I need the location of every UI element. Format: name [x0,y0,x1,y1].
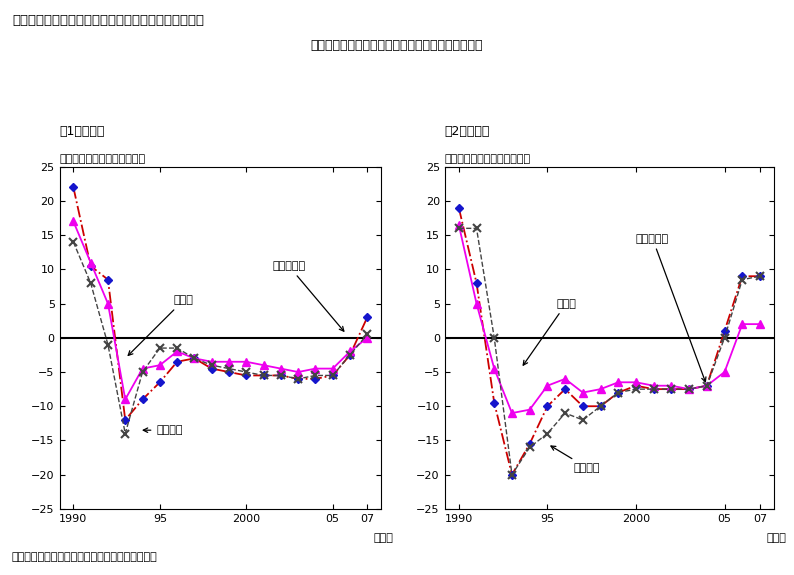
Text: （2）商業地: （2）商業地 [445,125,490,138]
Text: 全国平均: 全国平均 [551,446,600,473]
Text: 全国平均: 全国平均 [143,425,183,435]
Text: （備考）　国土交通省「地価公示」により作成。: （備考） 国土交通省「地価公示」により作成。 [12,553,158,562]
Text: 三大都市圈: 三大都市圈 [272,261,344,331]
Text: （商業地地価の前年比、％）: （商業地地価の前年比、％） [445,154,530,164]
Text: （年）: （年） [373,533,393,543]
Text: 地方圈: 地方圈 [523,298,576,365]
Text: 住宅地、商業地ともに全国平均で１６年振りの上昇: 住宅地、商業地ともに全国平均で１６年振りの上昇 [310,39,484,52]
Text: （1）住宅地: （1）住宅地 [60,125,105,138]
Text: 三大都市圈: 三大都市圈 [636,233,706,382]
Text: （年）: （年） [767,533,787,543]
Text: 第１－３－８図　地価公示（住宅地、商業地）の動向: 第１－３－８図 地価公示（住宅地、商業地）の動向 [12,14,204,28]
Text: （住宅地地価の前年比、％）: （住宅地地価の前年比、％） [60,154,145,164]
Text: 地方圈: 地方圈 [128,295,194,355]
